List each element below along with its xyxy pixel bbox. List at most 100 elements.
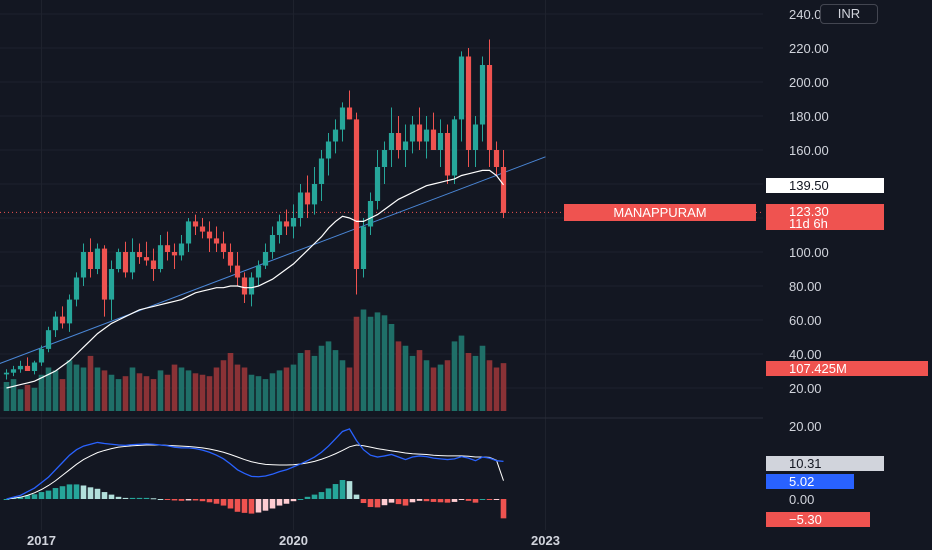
candle-body	[332, 129, 339, 142]
candle-body	[430, 129, 437, 150]
macd-histogram-bar	[395, 499, 402, 505]
macd-histogram-bar	[38, 492, 45, 499]
candle-body	[304, 192, 311, 205]
volume-bar	[388, 324, 395, 411]
candle-body	[255, 265, 262, 278]
macd-histogram-bar	[472, 499, 479, 503]
macd-histogram-bar	[143, 497, 150, 499]
candle-body	[409, 124, 416, 142]
indicator-tick-label: 20.00	[789, 419, 822, 434]
price-axis[interactable]: 240.00220.00200.00180.00160.00140.00120.…	[789, 7, 829, 396]
macd-value-tag-box	[766, 456, 884, 471]
candle-body	[458, 56, 465, 120]
macd-histogram-bar	[248, 499, 255, 514]
volume-bar	[332, 350, 339, 411]
candle-body	[451, 119, 458, 176]
volume-bar	[10, 379, 17, 411]
macd-histogram-bar	[59, 486, 66, 499]
macd-histogram-bar	[115, 496, 122, 499]
macd-histogram-bar	[227, 499, 234, 509]
macd-histogram-bar	[52, 488, 59, 499]
candle-body	[479, 65, 486, 125]
symbol-label: MANAPPURAM	[613, 205, 706, 220]
macd-histogram-bar	[465, 499, 472, 501]
price-tick-label: 100.00	[789, 245, 829, 260]
candle-body	[395, 133, 402, 150]
moving-average-layer	[6, 169, 504, 389]
candle-body	[367, 201, 374, 227]
volume-bar	[220, 360, 227, 411]
volume-bar	[213, 367, 220, 411]
volume-tag-box	[766, 361, 928, 376]
macd-histogram-bar	[80, 485, 87, 499]
candle-body	[402, 141, 409, 150]
macd-histogram-bar	[339, 480, 346, 499]
volume-bar	[276, 370, 283, 411]
macd-histogram-bar	[87, 487, 94, 499]
candle-body	[24, 365, 31, 371]
currency-badge[interactable]: INR	[820, 4, 878, 24]
candle-body	[73, 277, 80, 300]
candle-layer	[3, 39, 507, 380]
macd-histogram-bar	[150, 498, 157, 500]
grid	[0, 0, 763, 530]
macd-line	[6, 428, 504, 500]
volume-bar	[311, 355, 318, 411]
candle-body	[381, 150, 388, 167]
volume-bar	[199, 374, 206, 411]
candle-body	[199, 226, 206, 232]
macd-histogram-bar	[220, 499, 227, 506]
volume-bar	[486, 360, 493, 411]
macd-histogram-bar	[164, 499, 171, 500]
volume-bar	[304, 350, 311, 411]
macd-histogram-bar	[136, 497, 143, 499]
volume-bar	[444, 360, 451, 411]
candle-body	[129, 252, 136, 273]
macd-histogram-bar	[3, 499, 10, 500]
candle-body	[150, 260, 157, 269]
macd-value-tag: 10.31	[789, 456, 822, 471]
candle-body	[213, 238, 220, 244]
macd-histogram-bar	[297, 499, 304, 500]
macd-histogram-bar	[73, 484, 80, 499]
candle-body	[101, 248, 108, 300]
volume-bar	[192, 373, 199, 411]
volume-bar	[381, 315, 388, 411]
volume-bar	[31, 387, 38, 411]
macd-histogram-bar	[409, 499, 416, 503]
candle-body	[164, 245, 171, 252]
candle-body	[10, 369, 17, 373]
moving-average-line	[6, 169, 504, 389]
macd-histogram-bar	[311, 494, 318, 499]
candle-body	[234, 265, 241, 278]
candle-body	[423, 129, 430, 142]
price-tick-label: 60.00	[789, 313, 822, 328]
candle-body	[87, 252, 94, 269]
candle-body	[157, 245, 164, 269]
time-axis[interactable]: 2017 2020 2023	[27, 533, 560, 548]
macd-histogram-bar	[486, 499, 493, 500]
volume-bar	[94, 367, 101, 411]
volume-bar	[318, 345, 325, 411]
candle-body	[346, 107, 353, 120]
volume-bar	[255, 376, 262, 411]
candle-body	[437, 133, 444, 150]
candle-body	[108, 269, 115, 300]
volume-bar	[262, 379, 269, 411]
candle-body	[283, 221, 290, 227]
candle-body	[465, 56, 472, 150]
candle-body	[325, 141, 332, 159]
volume-bar	[129, 367, 136, 411]
macd-histogram-bar	[381, 499, 388, 506]
volume-bar	[451, 341, 458, 411]
macd-histogram-bar	[108, 494, 115, 499]
volume-bar	[80, 367, 87, 411]
volume-layer	[3, 309, 507, 411]
macd-histogram-bar	[367, 499, 374, 508]
price-tick-label: 180.00	[789, 109, 829, 124]
candle-body	[444, 133, 451, 176]
candle-body	[241, 277, 248, 295]
macd-histogram-bar	[185, 499, 192, 501]
